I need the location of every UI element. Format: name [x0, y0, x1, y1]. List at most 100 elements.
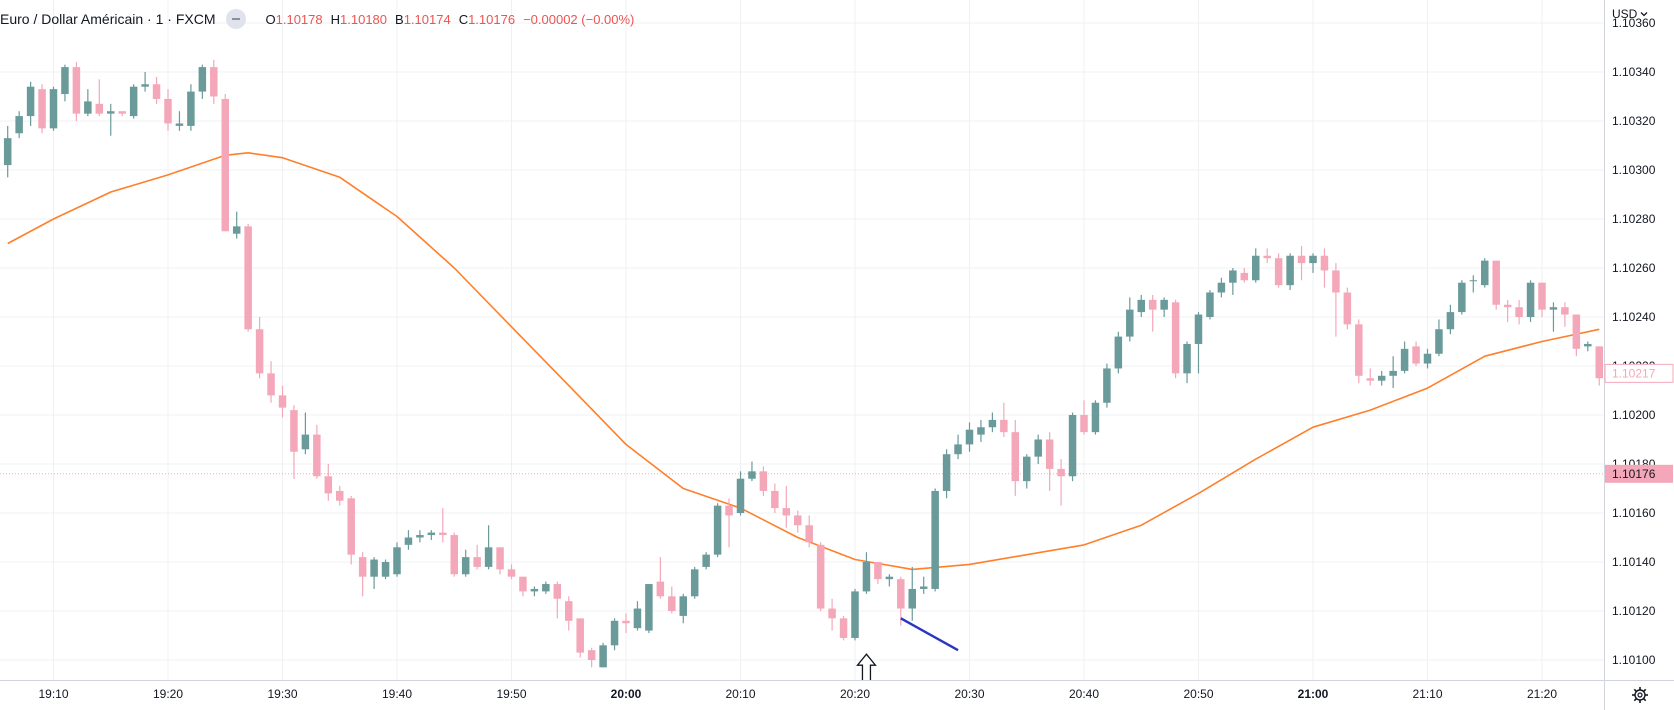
- candle-14[interactable]: [164, 89, 172, 131]
- candle-110[interactable]: [1263, 248, 1271, 264]
- candle-93[interactable]: [1068, 412, 1077, 482]
- candle-136[interactable]: [1561, 302, 1569, 327]
- candle-53[interactable]: [610, 618, 619, 651]
- candle-40[interactable]: [461, 549, 470, 577]
- candle-121[interactable]: [1389, 356, 1397, 389]
- candle-86[interactable]: [988, 412, 997, 433]
- candle-56[interactable]: [645, 584, 653, 634]
- candle-116[interactable]: [1332, 263, 1340, 337]
- candle-95[interactable]: [1091, 400, 1100, 435]
- candle-49[interactable]: [565, 596, 573, 631]
- candle-84[interactable]: [965, 422, 974, 452]
- candles-layer[interactable]: [3, 59, 1603, 668]
- currency-selector[interactable]: USD: [1612, 4, 1648, 24]
- candle-127[interactable]: [1458, 280, 1466, 315]
- candle-42[interactable]: [484, 525, 493, 570]
- candle-25[interactable]: [290, 405, 298, 479]
- candle-105[interactable]: [1206, 290, 1214, 320]
- candle-61[interactable]: [702, 552, 710, 570]
- candle-26[interactable]: [301, 412, 310, 455]
- candle-18[interactable]: [210, 59, 218, 104]
- candle-68[interactable]: [782, 486, 791, 528]
- candle-106[interactable]: [1217, 277, 1226, 298]
- candle-28[interactable]: [324, 464, 333, 501]
- candle-134[interactable]: [1538, 282, 1546, 317]
- candle-78[interactable]: [897, 576, 905, 626]
- candle-44[interactable]: [507, 564, 516, 580]
- arrow-up-icon[interactable]: [856, 653, 877, 682]
- candle-73[interactable]: [839, 615, 848, 641]
- candle-60[interactable]: [690, 566, 699, 599]
- candle-16[interactable]: [187, 84, 195, 131]
- symbol-title[interactable]: Euro / Dollar Américain · 1 · FXCM: [0, 11, 216, 27]
- candle-117[interactable]: [1343, 287, 1352, 330]
- candle-109[interactable]: [1252, 248, 1260, 283]
- trend-line-drawing[interactable]: [900, 617, 959, 652]
- candle-123[interactable]: [1412, 341, 1420, 367]
- candle-9[interactable]: [107, 103, 115, 136]
- candle-79[interactable]: [908, 566, 917, 621]
- candle-100[interactable]: [1148, 294, 1157, 332]
- candle-58[interactable]: [668, 586, 676, 614]
- candle-31[interactable]: [358, 552, 367, 597]
- candle-94[interactable]: [1080, 400, 1088, 435]
- candle-115[interactable]: [1320, 248, 1329, 288]
- candle-101[interactable]: [1160, 297, 1168, 317]
- candle-130[interactable]: [1492, 260, 1500, 310]
- candle-82[interactable]: [942, 449, 951, 499]
- candle-29[interactable]: [336, 486, 344, 506]
- candle-6[interactable]: [72, 62, 81, 121]
- candle-111[interactable]: [1274, 253, 1283, 288]
- candle-57[interactable]: [656, 557, 665, 599]
- candle-33[interactable]: [381, 559, 390, 580]
- gear-icon[interactable]: [1628, 683, 1652, 707]
- candle-21[interactable]: [244, 223, 252, 332]
- candle-128[interactable]: [1469, 275, 1478, 293]
- candle-75[interactable]: [862, 552, 871, 594]
- candle-66[interactable]: [759, 466, 768, 496]
- candle-71[interactable]: [816, 542, 825, 611]
- candle-107[interactable]: [1229, 268, 1237, 295]
- candle-48[interactable]: [553, 581, 562, 619]
- candle-51[interactable]: [587, 647, 596, 668]
- candle-19[interactable]: [221, 94, 230, 232]
- candle-22[interactable]: [255, 317, 264, 379]
- candle-137[interactable]: [1572, 314, 1581, 357]
- candle-135[interactable]: [1549, 302, 1558, 332]
- candle-24[interactable]: [278, 385, 287, 418]
- candle-131[interactable]: [1503, 299, 1512, 322]
- candle-119[interactable]: [1366, 368, 1375, 386]
- candle-104[interactable]: [1194, 312, 1203, 374]
- candle-0[interactable]: [3, 125, 12, 178]
- candle-124[interactable]: [1423, 348, 1432, 369]
- candle-98[interactable]: [1126, 297, 1134, 342]
- candle-32[interactable]: [370, 557, 378, 589]
- minus-icon[interactable]: [225, 9, 246, 29]
- candle-120[interactable]: [1377, 370, 1386, 386]
- candle-39[interactable]: [450, 532, 459, 577]
- candle-85[interactable]: [977, 419, 985, 442]
- candle-12[interactable]: [141, 72, 149, 92]
- candle-99[interactable]: [1137, 294, 1146, 317]
- candle-52[interactable]: [599, 642, 607, 668]
- candle-62[interactable]: [713, 503, 722, 558]
- candle-97[interactable]: [1114, 331, 1123, 374]
- candle-4[interactable]: [49, 86, 58, 131]
- candle-129[interactable]: [1481, 258, 1489, 288]
- candle-102[interactable]: [1171, 299, 1180, 379]
- candle-125[interactable]: [1435, 319, 1443, 357]
- candle-138[interactable]: [1584, 341, 1592, 352]
- candle-64[interactable]: [736, 471, 745, 516]
- candle-76[interactable]: [874, 562, 882, 585]
- candle-67[interactable]: [771, 483, 779, 513]
- candle-23[interactable]: [267, 361, 275, 403]
- candle-89[interactable]: [1023, 454, 1031, 489]
- candle-43[interactable]: [496, 547, 504, 575]
- candle-69[interactable]: [794, 510, 802, 533]
- candle-74[interactable]: [851, 588, 859, 641]
- candle-63[interactable]: [725, 498, 733, 548]
- candle-54[interactable]: [622, 613, 630, 634]
- candle-15[interactable]: [175, 111, 184, 131]
- candle-3[interactable]: [38, 84, 46, 134]
